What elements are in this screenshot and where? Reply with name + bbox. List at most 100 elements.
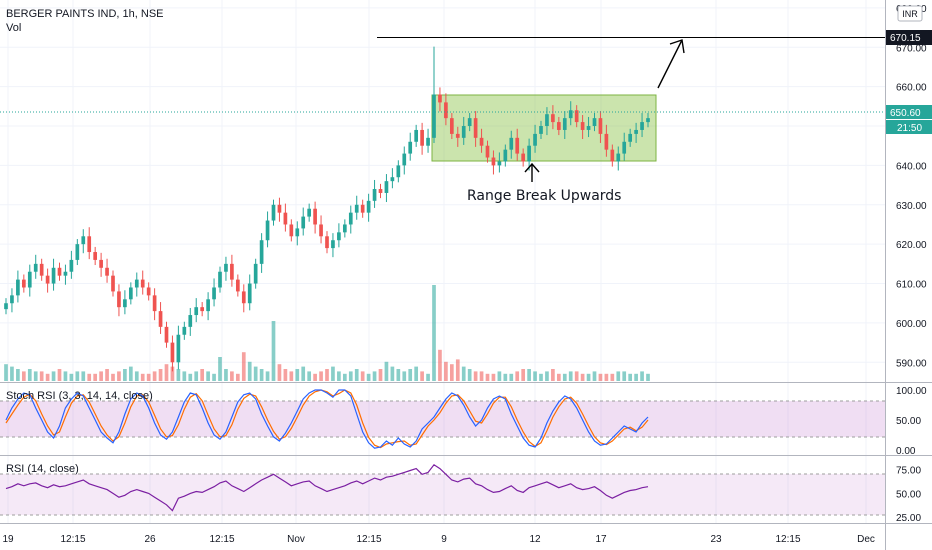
volume-bar: [87, 373, 92, 381]
candle-body: [93, 252, 98, 260]
volume-bar: [45, 373, 50, 381]
volume-bar: [33, 371, 38, 381]
candle-body: [45, 275, 50, 284]
volume-bar: [479, 371, 484, 381]
candle-body: [497, 161, 502, 166]
volume-bar: [134, 371, 139, 381]
stoch-tick-label: 0.00: [896, 446, 916, 457]
volume-bar: [497, 371, 502, 381]
time-tick-label: 23: [710, 534, 722, 545]
volume-bar: [111, 373, 115, 381]
volume-bar: [568, 371, 573, 381]
last-price-label: 650.60 21:50: [886, 105, 932, 134]
candle-body: [384, 181, 389, 193]
candle-body: [509, 137, 514, 150]
volume-bar: [123, 369, 127, 381]
candle-body: [568, 110, 573, 119]
candle-body: [247, 283, 252, 304]
volume-bar: [539, 373, 543, 381]
volume-bar: [527, 369, 531, 381]
volume-layer: [4, 285, 650, 381]
candle-body: [87, 236, 92, 253]
candle-body: [598, 118, 603, 134]
volume-bar: [75, 371, 80, 381]
volume-bar: [271, 321, 276, 381]
candle-body: [551, 114, 555, 123]
support-arrow[interactable]: [524, 162, 540, 182]
stoch-title: Stoch RSI (3, 3, 14, 14, close): [6, 390, 153, 402]
volume-bar: [265, 371, 270, 381]
volume-bar: [515, 371, 520, 381]
candle-body: [51, 267, 56, 284]
volume-bar: [556, 373, 561, 381]
breakout-arrow[interactable]: [657, 39, 685, 89]
volume-bar: [170, 366, 175, 381]
currency-badge[interactable]: INR: [897, 5, 923, 22]
price-tick-label: 670.00: [896, 43, 927, 54]
volume-bar: [455, 359, 460, 381]
candle-body: [473, 118, 478, 138]
candle-body: [218, 271, 222, 288]
candle-body: [123, 299, 127, 308]
candle-body: [271, 204, 276, 221]
level-price-text: 670.15: [890, 33, 921, 44]
candle-body: [562, 118, 567, 130]
volume-bar: [93, 373, 98, 381]
candle-body: [503, 149, 508, 162]
candle-body: [479, 137, 484, 146]
volume-bar: [253, 366, 258, 381]
volume-bar: [586, 373, 591, 381]
candle-body: [16, 279, 20, 296]
volume-bar: [21, 371, 26, 381]
volume-bar: [81, 371, 86, 381]
candle-body: [81, 236, 86, 245]
candle-body: [604, 133, 609, 150]
candle-body: [69, 259, 74, 272]
volume-bar: [372, 371, 377, 381]
candle-body: [414, 129, 419, 142]
last-price-text: 650.60: [890, 108, 921, 119]
price-tick-label: 620.00: [896, 240, 927, 251]
candle-body: [556, 122, 561, 130]
candle-body: [396, 165, 401, 178]
volume-bar: [194, 371, 199, 381]
candle-body: [438, 94, 442, 103]
volume-bar: [152, 371, 157, 381]
stoch-k-line: [5, 389, 649, 449]
candle-body: [283, 212, 288, 225]
level-price-label: 670.15: [886, 30, 932, 45]
time-tick-label: Nov: [287, 534, 305, 545]
volume-bar: [146, 373, 151, 381]
time-tick-label: 17: [595, 534, 607, 545]
volume-bar: [473, 371, 478, 381]
volume-bar: [51, 371, 56, 381]
candle-body: [646, 118, 650, 123]
candle-body: [610, 149, 615, 162]
volume-bar: [360, 371, 365, 381]
candle-body: [176, 334, 181, 363]
volume-bar: [128, 366, 133, 381]
candle-body: [188, 315, 193, 327]
candle-body: [378, 189, 383, 193]
candle-body: [449, 118, 454, 134]
candle-body: [301, 216, 306, 229]
candle-body: [241, 291, 246, 304]
candle-body: [467, 118, 472, 127]
time-tick-label: 19: [2, 534, 14, 545]
volume-bar: [247, 361, 252, 381]
volume-bar: [396, 369, 401, 381]
candle-body: [574, 110, 579, 123]
volume-bar: [105, 369, 109, 381]
candle-body: [616, 153, 621, 162]
candle-body: [444, 102, 448, 119]
candle-body: [432, 94, 436, 138]
candle-body: [455, 133, 460, 138]
candle-body: [194, 307, 199, 316]
candle-body: [63, 271, 68, 276]
volume-bar: [485, 373, 490, 381]
volume-bar: [301, 366, 306, 381]
volume-bar: [230, 371, 234, 381]
candle-body: [491, 157, 496, 166]
candle-body: [622, 141, 627, 154]
candle-body: [354, 204, 359, 213]
